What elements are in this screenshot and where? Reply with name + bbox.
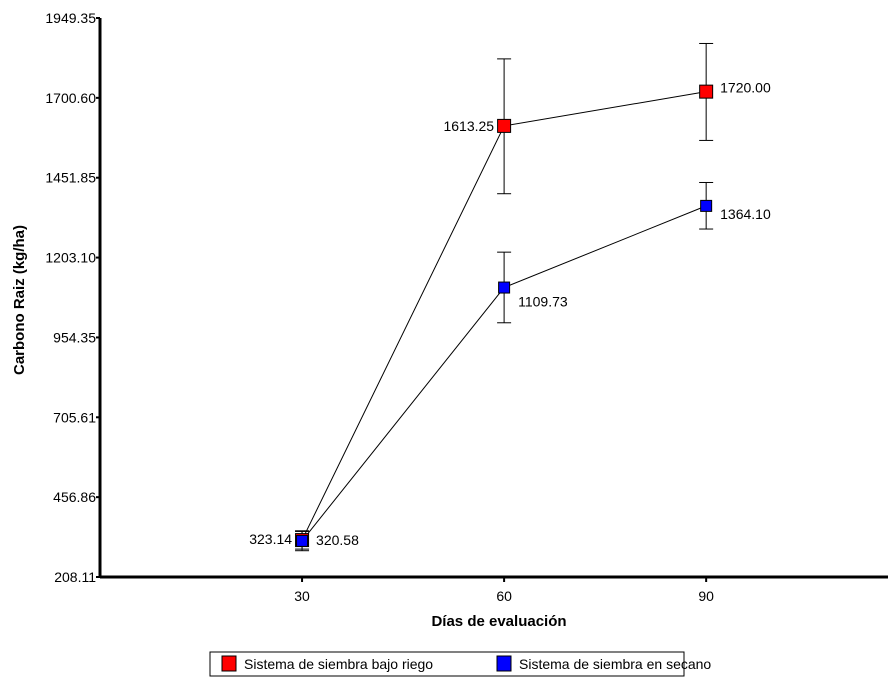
x-axis-ticks: 30 60 90 xyxy=(294,577,714,604)
legend-label: Sistema de siembra en secano xyxy=(519,656,711,672)
y-tick-label: 1203.10 xyxy=(45,250,96,266)
data-point-marker xyxy=(498,281,511,294)
legend-swatch xyxy=(496,655,512,672)
y-tick-label: 1949.35 xyxy=(45,10,96,26)
legend: Sistema de siembra bajo riego Sistema de … xyxy=(209,651,711,677)
data-label: 1720.00 xyxy=(720,80,771,96)
y-tick-label: 1700.60 xyxy=(45,90,96,106)
y-tick-label: 705.61 xyxy=(53,409,96,425)
data-label: 1613.25 xyxy=(443,118,494,134)
series-1-markers: 323.14 1613.25 1720.00 xyxy=(249,80,771,548)
data-point-marker xyxy=(699,84,714,99)
x-axis-title: Días de evaluación xyxy=(431,613,566,630)
series-2-markers: 320.58 1109.73 1364.10 xyxy=(296,199,771,548)
x-tick-label: 30 xyxy=(294,588,310,604)
y-tick-label: 1451.85 xyxy=(45,170,96,186)
legend-swatch xyxy=(221,655,237,672)
y-tick-label: 456.86 xyxy=(53,489,96,505)
series-layer: 323.14 1613.25 1720.00 320.58 1109.73 1364.10 xyxy=(249,42,771,552)
x-tick-label: 60 xyxy=(496,588,512,604)
y-axis-ticks: 208.11 456.86 705.61 954.35 1203.10 1451.85 17… xyxy=(45,10,100,585)
legend-box xyxy=(209,651,685,677)
x-tick-label: 90 xyxy=(698,588,714,604)
data-label: 1364.10 xyxy=(720,206,771,222)
data-label: 323.14 xyxy=(249,531,292,547)
data-point-marker xyxy=(296,534,309,547)
data-label: 1109.73 xyxy=(518,294,568,310)
series-2 xyxy=(295,181,714,552)
y-tick-label: 954.35 xyxy=(53,329,96,345)
data-label: 320.58 xyxy=(316,532,359,548)
legend-label: Sistema de siembra bajo riego xyxy=(244,656,433,672)
data-point-marker xyxy=(497,118,512,133)
y-axis-title: Carbono Raiz (kg/ha) xyxy=(11,225,28,375)
data-point-marker xyxy=(700,199,713,212)
y-tick-label: 208.11 xyxy=(54,569,96,585)
